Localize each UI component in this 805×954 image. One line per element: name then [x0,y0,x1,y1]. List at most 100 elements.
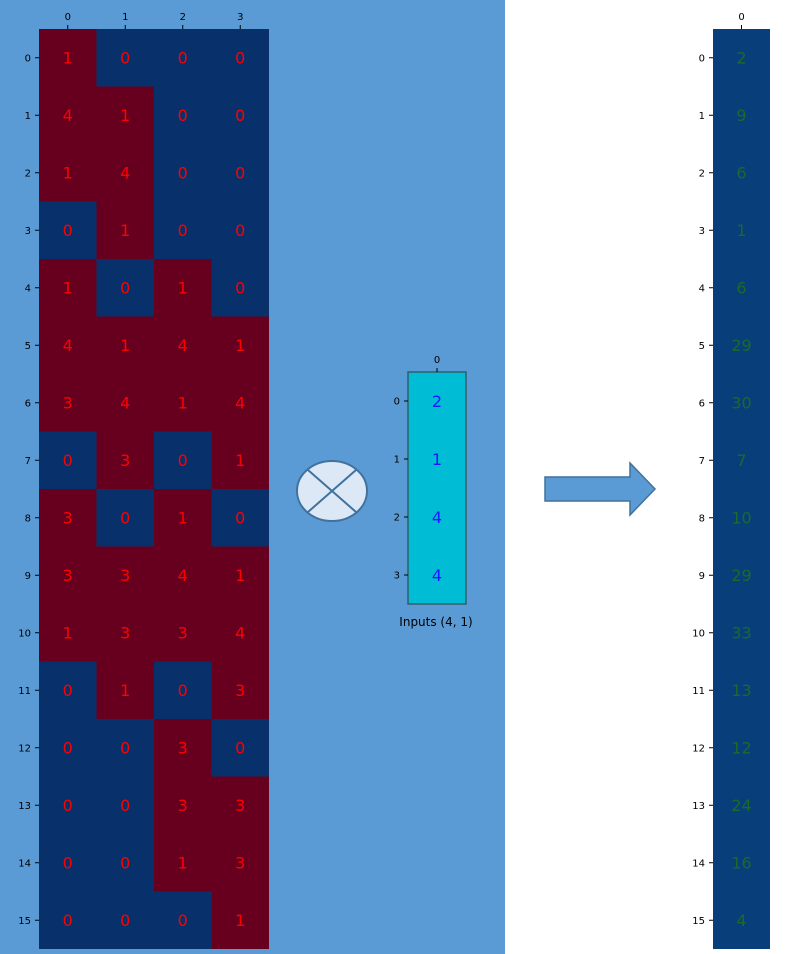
matrix-cell-value: 0 [235,509,245,528]
matrix-cell [211,776,269,834]
outputs-cell [713,546,770,604]
outputs-row-tick-label: 15 [692,916,705,927]
outputs-cell-value: 2 [736,49,746,68]
matrix-cell-value: 3 [178,624,188,643]
matrix-cell-value: 4 [120,394,130,413]
matrix-cell [96,201,154,259]
matrix-cell-value: 3 [178,739,188,758]
matrix-row-tick-label: 7 [25,456,31,467]
matrix-cell [39,29,97,87]
matrix-cell [211,144,269,202]
matrix-cell [211,201,269,259]
matrix-cell [211,489,269,547]
matrix-cell [96,661,154,719]
matrix-col-tick-label: 2 [180,12,186,23]
inputs-cell-value: 4 [432,566,442,585]
outputs-cell [713,201,770,259]
inputs-cell-value: 2 [432,392,442,411]
outputs-cell [713,489,770,547]
matrix-cell-value: 0 [120,911,130,930]
matrix-cell-value: 3 [63,566,73,585]
matrix-cell-value: 0 [120,854,130,873]
matrix-cell-value: 0 [63,221,73,240]
matrix-cell-value: 4 [178,336,188,355]
matrix-cell-value: 4 [235,624,245,643]
inputs-cell-value: 1 [432,450,442,469]
matrix-cell [154,431,212,489]
outputs-cell-value: 6 [736,279,746,298]
matrix-cell [96,604,154,662]
matrix-cell-value: 3 [120,566,130,585]
outputs-cell [713,776,770,834]
matrix-row-tick-label: 0 [25,53,31,64]
matrix-cell-value: 3 [120,451,130,470]
outputs-row-tick-label: 0 [699,53,705,64]
matrix-cell-value: 1 [235,566,245,585]
outputs-cell-value: 6 [736,164,746,183]
matrix-cell-value: 1 [178,854,188,873]
inputs-caption: Inputs (4, 1) [399,615,472,629]
outputs-cell-value: 33 [731,624,751,643]
outputs-cell-value: 10 [731,509,751,528]
matrix-cell [154,891,212,949]
matrix-row-tick-label: 3 [25,226,31,237]
matrix-cell-value: 4 [63,336,73,355]
outputs-cell [713,891,770,949]
matrix-cell-value: 1 [178,279,188,298]
matrix-cell [39,834,97,892]
right-arrow-icon [544,461,657,517]
matrix-cell-value: 0 [178,911,188,930]
matrix-row-tick-label: 2 [25,168,31,179]
matrix-cell-value: 4 [178,566,188,585]
matrix-cell-value: 1 [120,336,130,355]
matrix-cell-value: 0 [63,911,73,930]
outputs-cell-value: 12 [731,739,751,758]
matrix-cell [39,144,97,202]
outputs-cell-value: 7 [736,451,746,470]
matrix-cell [39,661,97,719]
matrix-cell-value: 4 [235,394,245,413]
matrix-row-tick-label: 12 [18,743,31,754]
matrix-cell [39,374,97,432]
matrix-cell [211,259,269,317]
inputs-row-tick-label: 1 [394,455,400,466]
matrix-cell [211,374,269,432]
matrix-cell-value: 0 [120,796,130,815]
matrix-cell-value: 0 [63,854,73,873]
matrix-cell [154,316,212,374]
matrix-cell [96,834,154,892]
outputs-cell-value: 29 [731,336,751,355]
matrix-cell [154,489,212,547]
matrix-cell [154,776,212,834]
matrix-cell [96,719,154,777]
outputs-cell [713,259,770,317]
matrix-cell [154,604,212,662]
matrix-col-tick-label: 1 [122,12,128,23]
matrix-cell [39,316,97,374]
matrix-cell [211,604,269,662]
matrix-cell [154,201,212,259]
matrix-cell [211,431,269,489]
matrix-cell [154,29,212,87]
matrix-cell [96,29,154,87]
matrix-cell-value: 0 [235,279,245,298]
outputs-col-tick-label: 0 [738,12,744,23]
matrix-cell-value: 0 [235,164,245,183]
inputs-vector: 2 1 4 4 0 0 1 2 3 [394,355,467,605]
outputs-row-tick-label: 7 [699,456,705,467]
matrix-cell-value: 1 [63,279,73,298]
matrix-cell [39,489,97,547]
matrix-cell [211,719,269,777]
matrix-cell-value: 4 [120,164,130,183]
outputs-cell [713,316,770,374]
matrix-cell-value: 1 [235,336,245,355]
outputs-row-tick-label: 6 [699,398,705,409]
matrix-cell-value: 0 [178,49,188,68]
matrix-cell-value: 0 [178,164,188,183]
inputs-row-tick-label: 3 [394,571,400,582]
outputs-cell [713,431,770,489]
inputs-cell [408,488,466,546]
outputs-row-tick-label: 5 [699,341,705,352]
matrix-row-tick-label: 9 [25,571,31,582]
